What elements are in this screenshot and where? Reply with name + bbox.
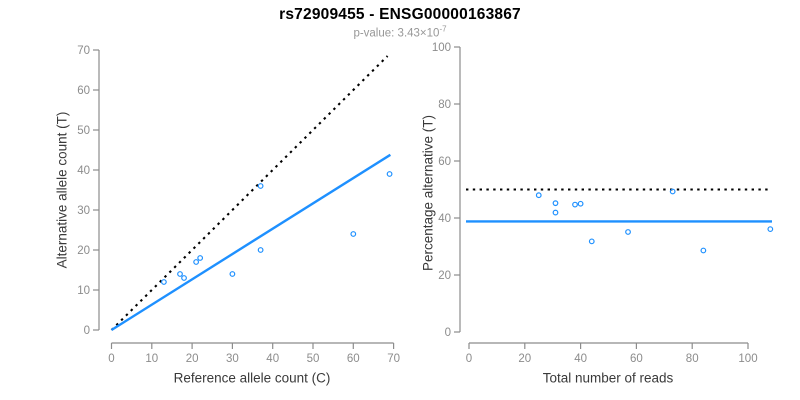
- data-point: [552, 209, 559, 216]
- panel-percentage-vs-reads: 0 20 40 60 80 100 0 20 40 60 80 100: [432, 42, 774, 365]
- data-point: [229, 271, 236, 277]
- y-tick-label: 20: [77, 245, 90, 257]
- x-tick-label: 0: [108, 353, 114, 365]
- data-point: [257, 183, 264, 189]
- data-point: [700, 247, 707, 254]
- data-point: [535, 192, 542, 199]
- y-tick-label: 80: [438, 99, 451, 111]
- data-point: [177, 271, 183, 277]
- right-x-axis-title: Total number of reads: [542, 370, 674, 386]
- pvalue-text: p-value: 3.43×10: [353, 27, 440, 40]
- x-tick-label: 60: [630, 353, 643, 365]
- y-tick-label: 50: [77, 125, 90, 137]
- data-point: [193, 259, 200, 265]
- y-tick-label: 30: [77, 205, 90, 217]
- data-point: [577, 200, 584, 207]
- identity-line: [110, 55, 389, 331]
- panel-allele-counts: 0 10 20 30 40 50 60 70 0 10 20 30 40 50 60 70: [77, 45, 400, 365]
- x-tick-label: 30: [226, 353, 239, 365]
- x-tick-label: 80: [686, 353, 699, 365]
- data-point: [181, 275, 187, 281]
- data-point: [386, 171, 393, 177]
- x-tick-label: 60: [347, 353, 360, 365]
- data-point: [767, 226, 774, 233]
- x-tick-label: 100: [738, 353, 757, 365]
- x-tick-label: 20: [186, 353, 199, 365]
- x-tick-label: 40: [266, 353, 279, 365]
- data-point: [197, 255, 204, 261]
- figure-subtitle: p-value: 3.43×10-7: [353, 25, 446, 40]
- data-point: [572, 201, 578, 208]
- x-tick-label: 20: [518, 353, 531, 365]
- left-x-axis-title: Reference allele count (C): [173, 370, 331, 386]
- data-point: [257, 247, 264, 253]
- data-point: [552, 200, 559, 207]
- fit-line: [110, 153, 392, 332]
- y-tick-label: 100: [432, 42, 451, 54]
- figure-title: rs72909455 - ENSG00000163867: [279, 6, 521, 23]
- x-tick-label: 40: [574, 353, 587, 365]
- data-point: [669, 188, 676, 195]
- x-tick-label: 10: [145, 353, 158, 365]
- data-point: [588, 238, 595, 245]
- y-tick-label: 40: [438, 213, 451, 225]
- data-point: [350, 231, 357, 237]
- y-tick-label: 0: [445, 327, 451, 339]
- y-tick-label: 20: [438, 270, 451, 282]
- x-tick-label: 0: [466, 353, 472, 365]
- y-tick-label: 0: [84, 325, 90, 337]
- y-tick-label: 60: [77, 85, 90, 97]
- x-tick-label: 70: [387, 353, 400, 365]
- pvalue-exponent: -7: [439, 24, 447, 34]
- data-point: [625, 229, 631, 235]
- y-tick-label: 10: [77, 285, 90, 297]
- y-tick-label: 40: [77, 165, 90, 177]
- y-tick-label: 70: [77, 45, 90, 57]
- x-tick-label: 50: [307, 353, 320, 365]
- y-tick-label: 60: [438, 156, 451, 168]
- data-point: [160, 279, 167, 285]
